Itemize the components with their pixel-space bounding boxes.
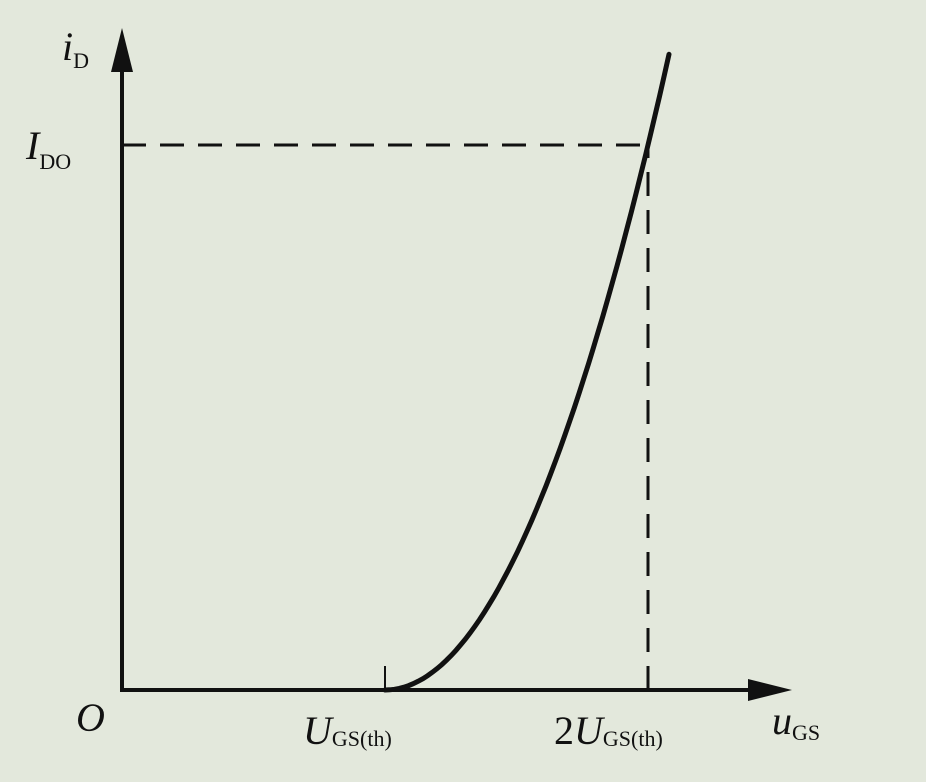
series-curve	[382, 51, 672, 693]
x-tick-label-threshold: UGS(th)	[303, 708, 392, 753]
x-axis-label: uGS	[772, 698, 820, 745]
x-tick-label-double-threshold: 2UGS(th)	[554, 708, 663, 753]
y-axis-arrow-icon	[111, 28, 133, 72]
y-axis-label: iD	[62, 24, 89, 73]
origin-label: O	[76, 695, 105, 740]
x-axis-arrow-icon	[748, 679, 792, 701]
y-tick-label-ido: IDO	[25, 123, 71, 174]
